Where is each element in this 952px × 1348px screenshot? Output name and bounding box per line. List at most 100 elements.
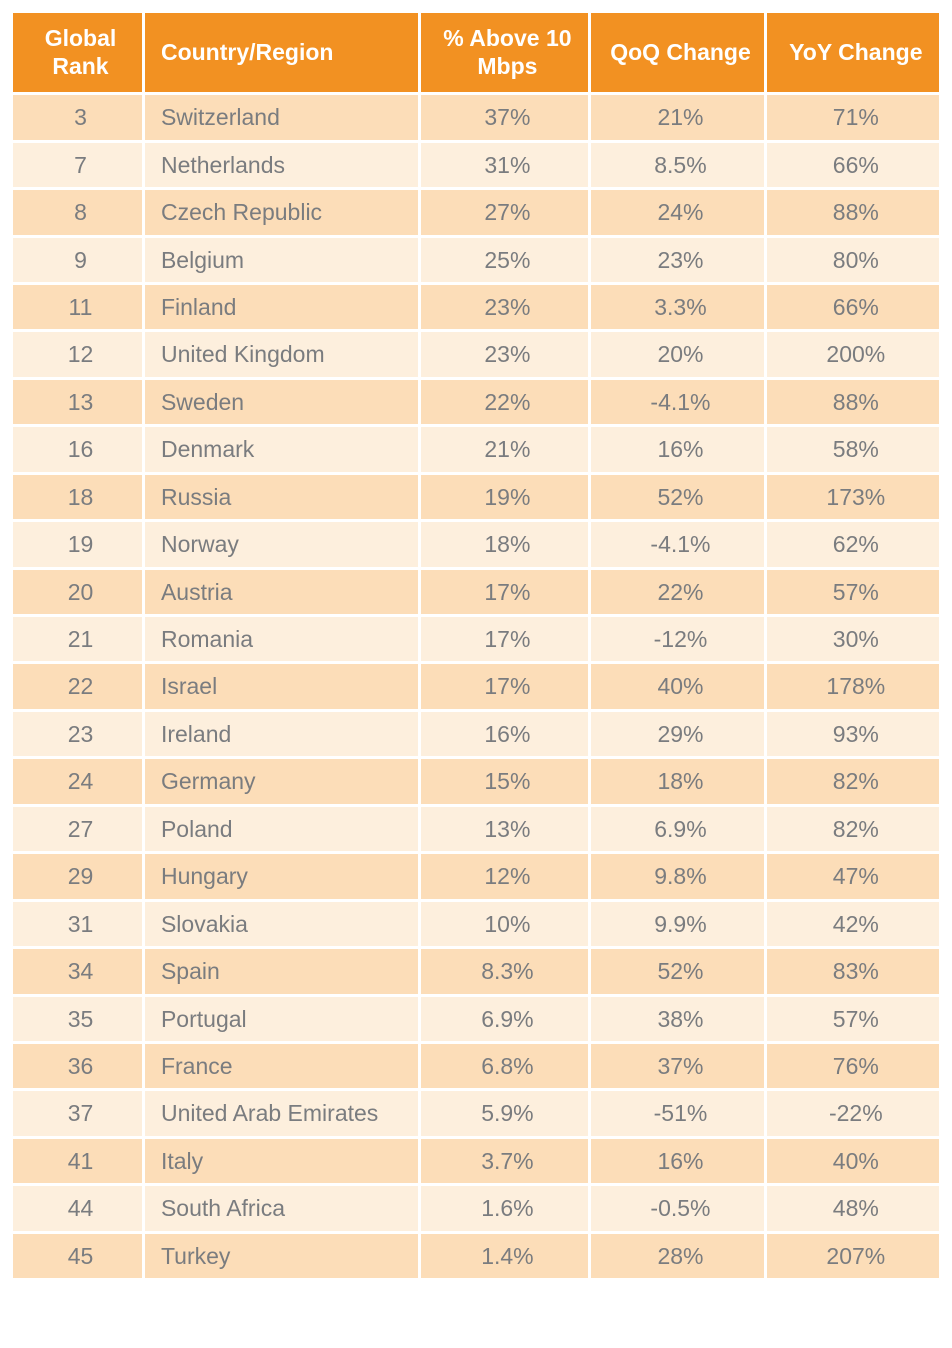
cell-country: Norway <box>145 522 418 566</box>
cell-yoy: 57% <box>767 570 939 614</box>
table-row: 45Turkey1.4%28%207% <box>13 1234 939 1278</box>
table-row: 41Italy3.7%16%40% <box>13 1139 939 1183</box>
cell-country: Austria <box>145 570 418 614</box>
cell-above: 13% <box>421 807 589 851</box>
cell-country: Belgium <box>145 238 418 282</box>
cell-qoq: 28% <box>591 1234 763 1278</box>
cell-yoy: 93% <box>767 712 939 756</box>
cell-above: 23% <box>421 285 589 329</box>
cell-above: 31% <box>421 143 589 187</box>
cell-country: Czech Republic <box>145 190 418 234</box>
cell-yoy: 47% <box>767 854 939 898</box>
header-above: % Above 10 Mbps <box>421 13 589 92</box>
cell-above: 37% <box>421 95 589 139</box>
cell-country: France <box>145 1044 418 1088</box>
table-row: 19Norway18%-4.1%62% <box>13 522 939 566</box>
cell-qoq: 23% <box>591 238 763 282</box>
table-row: 20Austria17%22%57% <box>13 570 939 614</box>
cell-above: 10% <box>421 902 589 946</box>
cell-above: 19% <box>421 475 589 519</box>
table-row: 11Finland23%3.3%66% <box>13 285 939 329</box>
cell-country: Denmark <box>145 427 418 471</box>
cell-country: Italy <box>145 1139 418 1183</box>
cell-yoy: 42% <box>767 902 939 946</box>
header-country: Country/Region <box>145 13 418 92</box>
table-row: 31Slovakia10%9.9%42% <box>13 902 939 946</box>
header-rank: Global Rank <box>13 13 142 92</box>
cell-yoy: 58% <box>767 427 939 471</box>
cell-yoy: 88% <box>767 190 939 234</box>
cell-qoq: 37% <box>591 1044 763 1088</box>
cell-country: United Arab Emirates <box>145 1091 418 1135</box>
cell-qoq: 52% <box>591 475 763 519</box>
cell-yoy: 173% <box>767 475 939 519</box>
cell-rank: 29 <box>13 854 142 898</box>
cell-yoy: 88% <box>767 380 939 424</box>
table-row: 22Israel17%40%178% <box>13 664 939 708</box>
table-row: 13Sweden22%-4.1%88% <box>13 380 939 424</box>
cell-yoy: 40% <box>767 1139 939 1183</box>
cell-rank: 16 <box>13 427 142 471</box>
cell-rank: 13 <box>13 380 142 424</box>
cell-rank: 34 <box>13 949 142 993</box>
cell-country: Sweden <box>145 380 418 424</box>
cell-yoy: 178% <box>767 664 939 708</box>
table-row: 18Russia19%52%173% <box>13 475 939 519</box>
cell-yoy: 82% <box>767 759 939 803</box>
header-qoq: QoQ Change <box>591 13 763 92</box>
cell-country: Turkey <box>145 1234 418 1278</box>
cell-rank: 35 <box>13 997 142 1041</box>
cell-yoy: 57% <box>767 997 939 1041</box>
cell-qoq: 18% <box>591 759 763 803</box>
table-row: 12United Kingdom23%20%200% <box>13 332 939 376</box>
cell-country: Ireland <box>145 712 418 756</box>
cell-country: Slovakia <box>145 902 418 946</box>
cell-rank: 8 <box>13 190 142 234</box>
table-row: 44South Africa1.6%-0.5%48% <box>13 1186 939 1230</box>
cell-qoq: -51% <box>591 1091 763 1135</box>
table-row: 24Germany15%18%82% <box>13 759 939 803</box>
cell-yoy: 71% <box>767 95 939 139</box>
cell-qoq: 9.8% <box>591 854 763 898</box>
cell-rank: 45 <box>13 1234 142 1278</box>
cell-country: Netherlands <box>145 143 418 187</box>
cell-country: Spain <box>145 949 418 993</box>
cell-qoq: 29% <box>591 712 763 756</box>
cell-rank: 22 <box>13 664 142 708</box>
cell-qoq: -4.1% <box>591 380 763 424</box>
cell-qoq: -4.1% <box>591 522 763 566</box>
cell-qoq: -12% <box>591 617 763 661</box>
table-row: 8Czech Republic27%24%88% <box>13 190 939 234</box>
cell-qoq: 16% <box>591 1139 763 1183</box>
cell-yoy: 76% <box>767 1044 939 1088</box>
cell-qoq: 20% <box>591 332 763 376</box>
cell-rank: 27 <box>13 807 142 851</box>
table-row: 23Ireland16%29%93% <box>13 712 939 756</box>
cell-above: 18% <box>421 522 589 566</box>
cell-yoy: 82% <box>767 807 939 851</box>
cell-above: 8.3% <box>421 949 589 993</box>
cell-qoq: 40% <box>591 664 763 708</box>
cell-rank: 18 <box>13 475 142 519</box>
cell-rank: 11 <box>13 285 142 329</box>
cell-qoq: 16% <box>591 427 763 471</box>
header-yoy: YoY Change <box>767 13 939 92</box>
cell-yoy: -22% <box>767 1091 939 1135</box>
cell-country: Poland <box>145 807 418 851</box>
cell-above: 17% <box>421 570 589 614</box>
cell-rank: 3 <box>13 95 142 139</box>
cell-qoq: 8.5% <box>591 143 763 187</box>
cell-yoy: 62% <box>767 522 939 566</box>
cell-rank: 9 <box>13 238 142 282</box>
cell-yoy: 66% <box>767 285 939 329</box>
cell-rank: 31 <box>13 902 142 946</box>
table-row: 16Denmark21%16%58% <box>13 427 939 471</box>
cell-above: 15% <box>421 759 589 803</box>
cell-above: 3.7% <box>421 1139 589 1183</box>
cell-rank: 19 <box>13 522 142 566</box>
cell-qoq: 3.3% <box>591 285 763 329</box>
cell-above: 1.4% <box>421 1234 589 1278</box>
table-body: 3Switzerland37%21%71%7Netherlands31%8.5%… <box>13 95 939 1278</box>
cell-country: South Africa <box>145 1186 418 1230</box>
cell-above: 17% <box>421 664 589 708</box>
